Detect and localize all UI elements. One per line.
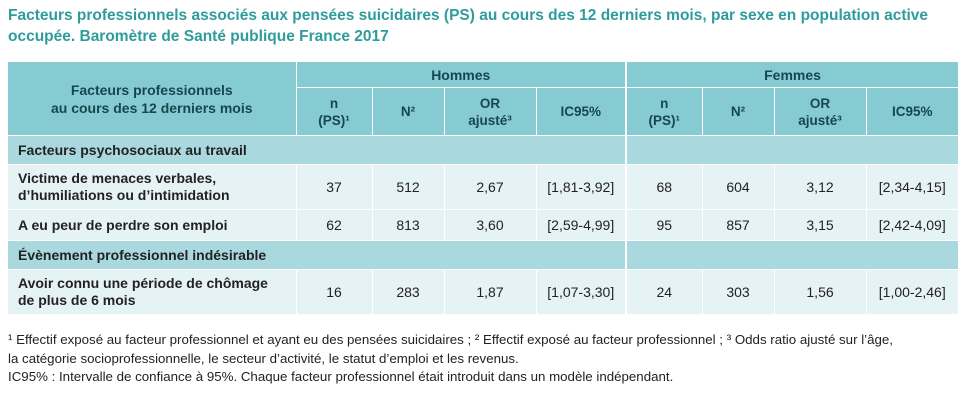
section-row-psychosocial: Facteurs psychosociaux au travail: [8, 135, 959, 165]
col-men-or: OR ajusté³: [444, 87, 537, 136]
table-row: A eu peur de perdre son emploi 62 813 3,…: [8, 209, 959, 241]
cell-women-ic: [2,42-4,09]: [866, 209, 959, 241]
col-women-ic: IC95%: [866, 87, 959, 136]
table-row: Victime de menaces verbales, d’humiliatio…: [8, 164, 959, 210]
cell-men-or: 1,87: [444, 269, 537, 315]
cell-men-n: 62: [296, 209, 373, 241]
results-table: Facteurs professionnels au cours des 12 …: [8, 62, 959, 315]
cell-women-or: 3,12: [774, 164, 867, 210]
cell-men-ic: [2,59-4,99]: [536, 209, 627, 241]
table-row: Avoir connu une période de chômage de plu…: [8, 269, 959, 315]
col-men-N: N²: [372, 87, 445, 136]
row-header-line2: au cours des 12 derniers mois: [50, 99, 253, 116]
col-women-N: N²: [702, 87, 775, 136]
row-label: A eu peur de perdre son emploi: [8, 209, 297, 241]
cell-men-N: 283: [372, 269, 445, 315]
cell-women-or: 3,15: [774, 209, 867, 241]
cell-men-or: 3,60: [444, 209, 537, 241]
section-label: Évènement professionnel indésirable: [8, 240, 627, 270]
header-row-groups: Facteurs professionnels au cours des 12 …: [8, 62, 959, 136]
cell-men-n: 37: [296, 164, 373, 210]
cell-men-N: 813: [372, 209, 445, 241]
row-label: Avoir connu une période de chômage de plu…: [8, 269, 297, 315]
col-men-n: n (PS)¹: [296, 87, 373, 136]
cell-women-ic: [1,00-2,46]: [866, 269, 959, 315]
cell-women-N: 857: [702, 209, 775, 241]
cell-women-ic: [2,34-4,15]: [866, 164, 959, 210]
row-header: Facteurs professionnels au cours des 12 …: [8, 62, 297, 136]
col-women-or: OR ajusté³: [774, 87, 867, 136]
figure-title: Facteurs professionnels associés aux pen…: [8, 7, 929, 45]
row-header-line1: Facteurs professionnels: [70, 81, 233, 98]
cell-women-N: 604: [702, 164, 775, 210]
cell-women-n: 24: [625, 269, 703, 315]
footnote-line: la catégorie socioprofessionnelle, le se…: [8, 350, 519, 366]
group-header-women: Femmes: [625, 62, 959, 88]
cell-men-n: 16: [296, 269, 373, 315]
section-row-event: Évènement professionnel indésirable: [8, 240, 959, 270]
footnotes: ¹ Effectif exposé au facteur professionn…: [8, 331, 963, 387]
footnote-line: IC95% : Intervalle de confiance à 95%. C…: [8, 369, 674, 384]
col-women-n: n (PS)¹: [625, 87, 703, 136]
cell-men-N: 512: [372, 164, 445, 210]
row-label: Victime de menaces verbales, d’humiliatio…: [8, 164, 297, 210]
header-row-columns: n (PS)¹ N² OR ajusté³ IC95% n (PS)¹ N² OR aj…: [8, 87, 959, 136]
cell-women-n: 95: [625, 209, 703, 241]
group-header-men: Hommes: [296, 62, 627, 88]
cell-women-n: 68: [625, 164, 703, 210]
section-label: Facteurs psychosociaux au travail: [8, 135, 627, 165]
cell-women-N: 303: [702, 269, 775, 315]
footnote-line: ¹ Effectif exposé au facteur professionn…: [8, 332, 893, 347]
cell-men-or: 2,67: [444, 164, 537, 210]
cell-women-or: 1,56: [774, 269, 867, 315]
col-men-ic: IC95%: [536, 87, 627, 136]
cell-men-ic: [1,07-3,30]: [536, 269, 627, 315]
cell-men-ic: [1,81-3,92]: [536, 164, 627, 210]
